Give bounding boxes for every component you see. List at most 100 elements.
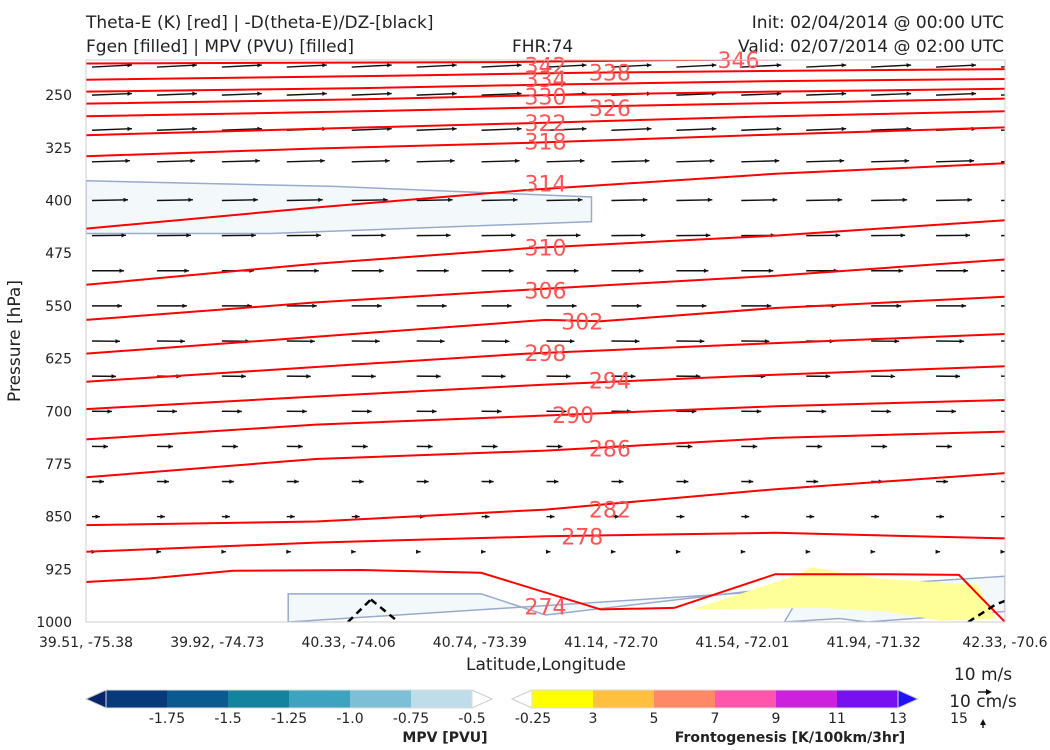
wind-vector: [156, 268, 189, 273]
wind-reference-arrow-head: [986, 689, 992, 695]
wind-vector: [741, 268, 774, 273]
wind-vector-head: [387, 63, 392, 68]
wind-vector-shaft: [91, 160, 131, 163]
wind-vector-head: [961, 303, 967, 308]
wind-vector-head: [485, 514, 490, 519]
wind-vector-shaft: [806, 64, 847, 68]
wind-vector: [351, 409, 372, 414]
fgen-colorbar-segment: [837, 690, 899, 708]
wind-vector-head: [748, 479, 754, 484]
wind-vector-head: [99, 479, 104, 484]
wind-vector: [871, 268, 904, 273]
wind-vector-head: [874, 514, 880, 519]
mpv-colorbar-tick: -1.25: [271, 711, 307, 727]
wind-vector-head: [642, 197, 648, 202]
wind-vector-head: [709, 158, 715, 163]
wind-vector-head: [156, 549, 161, 554]
wind-vector-shaft: [286, 92, 327, 96]
mpv-colorbar-segment: [106, 690, 168, 708]
wind-vector-shaft: [546, 127, 587, 131]
wind-vector-head: [939, 514, 945, 519]
wind-vector: [481, 549, 486, 554]
fgen-colorbar-label: Frontogenesis [K/100km/3hr]: [675, 730, 905, 746]
y-tick-label: 925: [45, 562, 72, 578]
wind-vector: [416, 268, 449, 273]
wind-vector: [936, 303, 967, 308]
wind-vector: [676, 197, 713, 202]
wind-vector-head: [774, 158, 780, 163]
wind-vector-head: [511, 233, 516, 238]
wind-vector-head: [257, 63, 262, 68]
wind-vector-head: [554, 479, 559, 484]
wind-vector: [221, 197, 258, 202]
wind-vector-head: [841, 91, 847, 96]
wind-vector-head: [634, 339, 640, 344]
wind-vector: [221, 409, 242, 414]
wind-vector-shaft: [221, 127, 262, 131]
y-tick-label: 625: [45, 352, 72, 368]
wind-vector-head: [320, 158, 325, 163]
wind-vector-head: [387, 91, 392, 96]
wind-vector-shaft: [416, 199, 453, 202]
theta-e-contour-294: [86, 365, 1005, 411]
wind-vector-shaft: [741, 199, 778, 202]
wind-vector-shaft: [1000, 199, 1005, 202]
y-tick-label: 325: [45, 141, 72, 157]
wind-vector-head: [572, 303, 577, 308]
wind-vector: [221, 233, 256, 238]
wind-vector-shaft: [156, 92, 197, 96]
wind-vector: [481, 479, 494, 484]
wind-vector: [91, 374, 117, 379]
wind-vector-head: [164, 479, 169, 484]
wind-vector-head: [1031, 233, 1036, 237]
fgen-colorbar-segment: [532, 690, 594, 708]
wind-vector-shaft: [351, 199, 388, 202]
wind-vector-head: [513, 197, 518, 202]
wind-vector: [546, 479, 559, 484]
wind-vector: [481, 409, 502, 414]
wind-vector-shaft: [481, 127, 522, 131]
wind-vector: [416, 303, 447, 308]
wind-vector-head: [756, 409, 762, 414]
mpv-colorbar-high-arrow: [471, 689, 494, 709]
wind-vector: [416, 374, 441, 379]
wind-vector: [806, 514, 815, 519]
wind-vector-shaft: [481, 199, 518, 202]
wind-vector: [91, 339, 121, 344]
wind-vector-shaft: [416, 127, 457, 131]
contour-label: 286: [589, 437, 631, 462]
y-tick-label: 775: [45, 457, 72, 473]
vertical-reference-arrow-head: [980, 719, 986, 725]
theta-e-contour-274: [86, 568, 1005, 622]
wind-vector: [351, 233, 386, 238]
wind-vector-head: [610, 549, 616, 554]
wind-vector-head: [172, 409, 177, 414]
wind-vector: [741, 514, 750, 519]
wind-vector: [91, 409, 113, 414]
mpv-colorbar-segment: [228, 690, 290, 708]
init-time: Init: 02/04/2014 @ 00:00 UTC: [751, 13, 1004, 33]
wind-vector-head: [286, 549, 291, 554]
wind-vector-shaft: [351, 92, 392, 96]
fgen-colorbar-low-arrow: [510, 689, 533, 709]
wind-vector-head: [517, 63, 522, 68]
wind-vector: [741, 303, 772, 308]
wind-vector: [935, 549, 941, 554]
wind-vector-shaft: [1000, 66, 1005, 68]
wind-vector: [286, 197, 323, 202]
wind-vector-head: [436, 374, 441, 379]
dz-contour-segment: [347, 598, 372, 622]
wind-vector-head: [900, 233, 906, 238]
wind-vector-head: [452, 126, 457, 131]
wind-vector-shaft: [871, 127, 912, 131]
wind-vector-head: [493, 444, 498, 449]
wind-vector-head: [452, 91, 457, 96]
wind-vector-head: [125, 158, 130, 163]
wind-vector: [871, 197, 908, 202]
wind-vector: [481, 374, 506, 379]
wind-vector-head: [841, 63, 847, 68]
wind-vector: [676, 126, 717, 131]
wind-vector: [611, 233, 646, 238]
